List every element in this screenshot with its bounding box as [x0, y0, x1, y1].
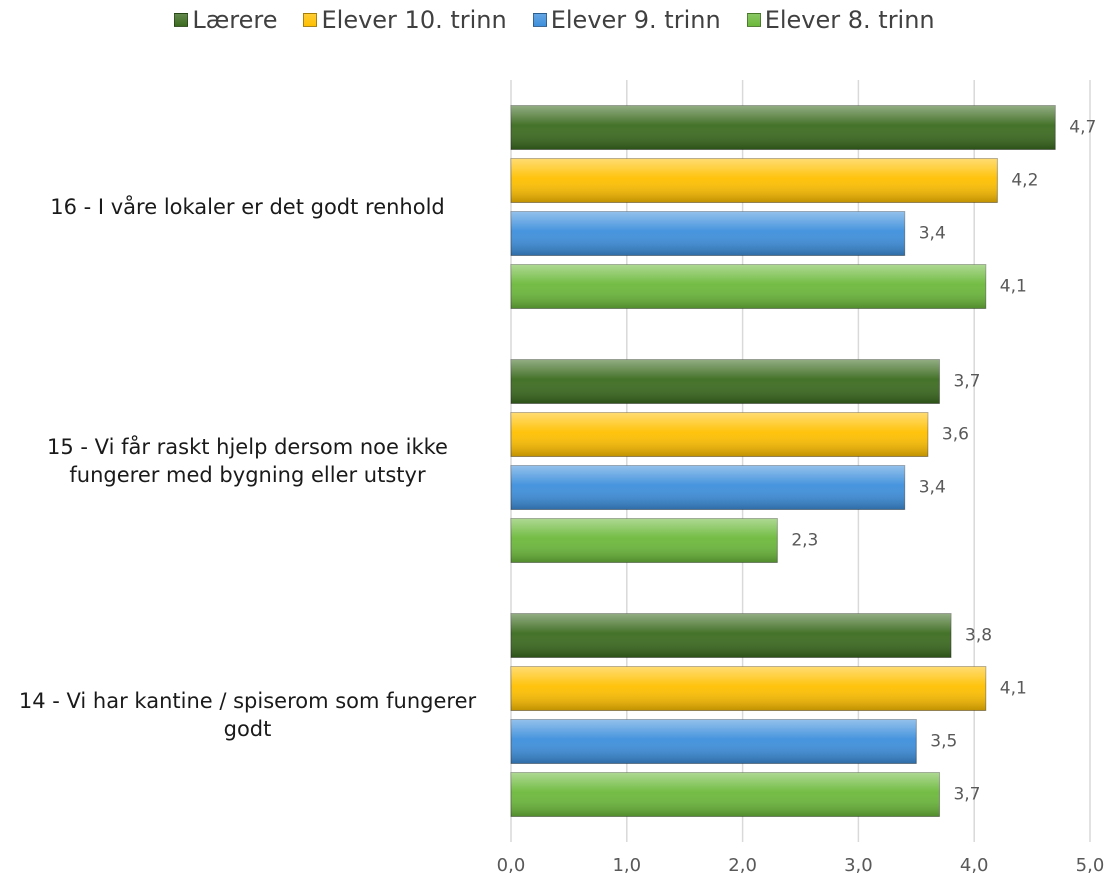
bar-shine: [511, 105, 1056, 150]
value-label: 4,1: [1000, 679, 1027, 699]
value-label: 2,3: [791, 531, 818, 551]
legend: Lærere Elever 10. trinn Elever 9. trinn Ele…: [0, 6, 1109, 34]
bar-shine: [511, 359, 940, 404]
legend-swatch: [303, 13, 318, 27]
bar-shine: [511, 518, 778, 563]
legend-swatch: [532, 13, 547, 27]
value-label: 4,7: [1069, 118, 1096, 138]
legend-swatch: [174, 13, 189, 27]
bar-shine: [511, 772, 940, 817]
value-label: 3,4: [919, 478, 946, 498]
y-tick-label: 15 - Vi får raskt hjelp dersom noe ikke …: [47, 435, 448, 487]
x-tick-label: 0,0: [497, 855, 526, 876]
legend-item: Elever 9. trinn: [532, 6, 721, 34]
bar-shine: [511, 613, 952, 658]
x-tick-label: 3,0: [844, 855, 873, 876]
legend-item: Elever 8. trinn: [746, 6, 935, 34]
x-tick-label: 4,0: [960, 855, 989, 876]
legend-label: Elever 9. trinn: [550, 6, 721, 34]
bar-shine: [511, 211, 905, 256]
bar-shine: [511, 158, 998, 203]
x-tick-label: 5,0: [1076, 855, 1105, 876]
legend-label: Elever 8. trinn: [764, 6, 935, 34]
legend-label: Lærere: [192, 6, 278, 34]
value-label: 3,5: [930, 732, 957, 752]
y-tick-label: 14 - Vi har kantine / spiserom som funge…: [18, 689, 477, 741]
value-label: 4,1: [1000, 277, 1027, 297]
legend-item: Lærere: [174, 6, 277, 34]
value-label: 3,7: [953, 372, 980, 392]
bar-shine: [511, 666, 986, 711]
value-label: 3,4: [919, 224, 946, 244]
x-tick-label: 1,0: [612, 855, 641, 876]
value-label: 3,8: [965, 626, 992, 646]
x-tick-label: 2,0: [728, 855, 757, 876]
legend-label: Elever 10. trinn: [321, 6, 507, 34]
legend-swatch: [746, 13, 761, 27]
bar-shine: [511, 465, 905, 510]
bar-shine: [511, 412, 928, 457]
value-label: 3,7: [953, 785, 980, 805]
value-label: 4,2: [1011, 171, 1038, 191]
bar-shine: [511, 264, 986, 309]
legend-item: Elever 10. trinn: [303, 6, 507, 34]
value-label: 3,6: [942, 425, 969, 445]
bar-shine: [511, 719, 917, 764]
y-tick-label: 16 - I våre lokaler er det godt renhold: [50, 195, 445, 219]
